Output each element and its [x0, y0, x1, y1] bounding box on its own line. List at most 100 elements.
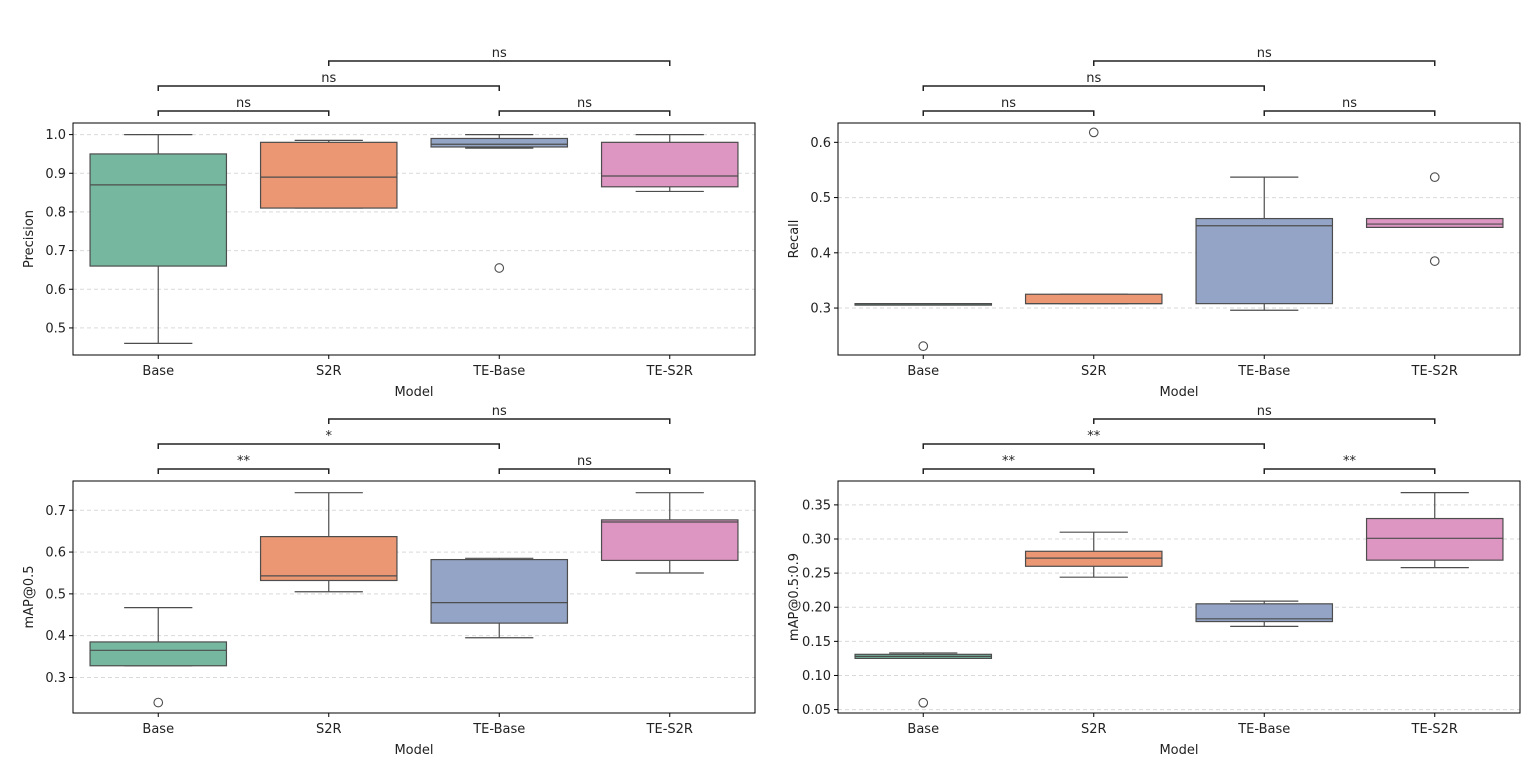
box-iqr [89, 153, 228, 267]
y-tick-label: 0.20 [802, 601, 831, 616]
y-axis-label: Precision [22, 210, 37, 268]
box-te-base [430, 134, 569, 273]
significance-label: ** [1002, 454, 1016, 469]
box-s2r [259, 139, 398, 209]
y-tick-label: 0.05 [802, 703, 831, 718]
outlier-point [153, 697, 164, 708]
box-te-s2r [1365, 492, 1504, 569]
box-iqr [1024, 550, 1163, 567]
box-iqr [430, 558, 569, 624]
bracket-line [1093, 60, 1436, 66]
box-base [854, 303, 993, 352]
x-tick-label: S2R [316, 722, 342, 737]
bracket-line [498, 110, 671, 116]
y-tick-label: 0.6 [45, 546, 66, 561]
plot-frame [72, 480, 756, 714]
box-iqr [1024, 293, 1163, 305]
box-iqr [1195, 217, 1334, 305]
box-iqr [600, 141, 739, 188]
bracket-line [157, 85, 500, 91]
outlier-point [918, 341, 929, 352]
bracket-line [157, 468, 330, 474]
significance-label: ns [577, 454, 592, 469]
significance-bracket: ns [498, 96, 671, 116]
y-tick-label: 0.15 [802, 635, 831, 650]
y-tick-label: 0.9 [45, 167, 66, 182]
x-tick-label: TE-Base [1237, 364, 1290, 379]
significance-bracket: ns [157, 96, 330, 116]
significance-bracket: ns [1263, 96, 1436, 116]
chart-panel-precision: 0.5 0.6 0.7 0.8 0.9 1.0 Base S2R TE-Base TE-S2R Mo… [22, 46, 756, 400]
x-axis-label: Model [1159, 385, 1198, 400]
bracket-line [1263, 468, 1436, 474]
y-tick-label: 0.5 [45, 321, 66, 336]
outlier-point [918, 697, 929, 708]
significance-label: * [326, 429, 333, 444]
box-iqr [1365, 217, 1504, 229]
significance-bracket: * [157, 429, 500, 449]
significance-label: ns [1257, 46, 1272, 61]
x-tick-label: TE-Base [472, 722, 525, 737]
significance-bracket: ns [922, 71, 1265, 91]
significance-label: ns [236, 96, 251, 111]
y-tick-label: 0.4 [810, 246, 831, 261]
y-tick-label: 0.6 [810, 136, 831, 151]
x-tick-label: Base [142, 722, 174, 737]
x-axis-label: Model [394, 385, 433, 400]
x-axis-label: Model [394, 743, 433, 757]
box-iqr [259, 141, 398, 209]
box-te-s2r [600, 492, 739, 574]
x-tick-label: TE-Base [1237, 722, 1290, 737]
significance-label: ns [321, 71, 336, 86]
significance-label: ns [577, 96, 592, 111]
box-s2r [259, 492, 398, 593]
bracket-line [157, 443, 500, 449]
significance-bracket: ** [922, 429, 1265, 449]
plot-frame [837, 480, 1521, 714]
box-s2r [1024, 127, 1163, 305]
significance-label: ns [1086, 71, 1101, 86]
box-iqr [89, 641, 228, 667]
x-tick-label: TE-S2R [1411, 364, 1458, 379]
bracket-line [498, 468, 671, 474]
box-iqr [600, 519, 739, 562]
y-tick-label: 0.8 [45, 205, 66, 220]
bracket-line [328, 60, 671, 66]
significance-bracket: ns [157, 71, 500, 91]
y-tick-label: 0.4 [45, 629, 66, 644]
chart-panel-map5095: 0.05 0.10 0.15 0.20 0.25 0.30 0.35 Base S2R TE-Ba… [787, 404, 1521, 757]
y-tick-label: 0.7 [45, 244, 66, 259]
box-te-base [1195, 600, 1334, 627]
significance-label: ns [492, 46, 507, 61]
significance-bracket: ns [1093, 46, 1436, 66]
y-axis-label: mAP@0.5:0.9 [787, 553, 802, 641]
significance-label: ** [1343, 454, 1357, 469]
bracket-line [328, 418, 671, 424]
chart-panel-map50: 0.3 0.4 0.5 0.6 0.7 Base S2R TE-Base TE-S2R Model… [22, 404, 756, 757]
y-tick-label: 0.35 [802, 498, 831, 513]
y-tick-label: 0.7 [45, 504, 66, 519]
chart-panel-recall: 0.3 0.4 0.5 0.6 Base S2R TE-Base TE-S2R Model Rec… [787, 46, 1521, 400]
y-tick-label: 0.6 [45, 283, 66, 298]
plot-frame [72, 122, 756, 356]
significance-bracket: ns [1093, 404, 1436, 424]
box-te-s2r [1365, 172, 1504, 266]
y-tick-label: 0.5 [810, 191, 831, 206]
x-tick-label: Base [907, 722, 939, 737]
box-te-base [430, 557, 569, 639]
outlier-point [1088, 127, 1099, 138]
outlier-point [1429, 256, 1440, 266]
box-base [89, 607, 228, 708]
y-axis-label: Recall [787, 220, 802, 259]
plot-frame [837, 122, 1521, 356]
significance-bracket: ns [328, 46, 671, 66]
x-tick-label: TE-S2R [646, 722, 693, 737]
x-tick-label: Base [142, 364, 174, 379]
significance-label: ns [1001, 96, 1016, 111]
bracket-line [157, 110, 330, 116]
y-tick-label: 1.0 [45, 128, 66, 143]
significance-bracket: ** [1263, 454, 1436, 474]
significance-label: ** [1087, 429, 1101, 444]
significance-bracket: ** [922, 454, 1095, 474]
